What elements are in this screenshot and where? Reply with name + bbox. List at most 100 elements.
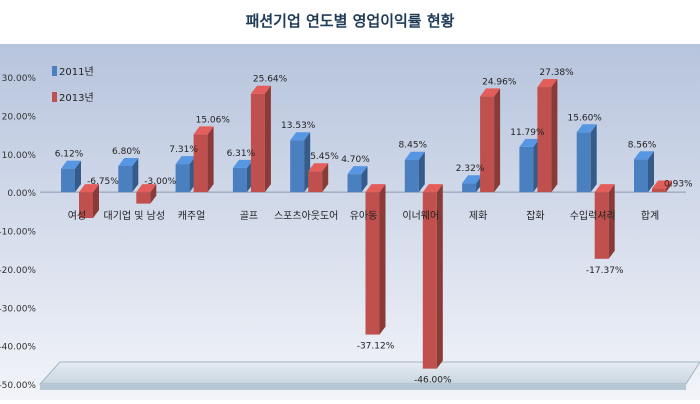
bar-2013-side — [608, 184, 615, 259]
bar-2013 — [480, 88, 501, 193]
plot-background — [0, 44, 700, 400]
bar-2011 — [347, 166, 368, 193]
data-label-2013: -6.75% — [87, 177, 119, 187]
bar-2011-front — [232, 167, 247, 193]
bar-2011 — [175, 156, 196, 193]
category-label: 대기업 및 남성 — [104, 209, 166, 222]
bar-2013-front — [652, 188, 666, 193]
bar-2011-front — [404, 159, 419, 193]
y-axis: 30.00% 20.00% 10.00% 0.00% -10.00% -20.00% -30… — [0, 74, 36, 391]
bar-2013-front — [308, 171, 323, 193]
data-label-2013: 27.38% — [539, 68, 574, 78]
bar-2011-side — [648, 151, 654, 193]
data-label-2013: 0.93% — [664, 180, 693, 190]
bar-2011-top — [290, 132, 311, 141]
bar-2011 — [519, 138, 540, 193]
legend-swatch-2013 — [52, 92, 57, 102]
bar-2011-top — [175, 156, 196, 165]
bar-2013 — [79, 184, 99, 219]
bar-2011-top — [347, 166, 368, 175]
data-label-2013: -17.37% — [586, 266, 624, 276]
bar-2011-side — [361, 166, 368, 193]
bar-2011 — [576, 124, 597, 193]
category-label: 수입럭셔리 — [570, 209, 616, 222]
bar-2013-side — [93, 184, 99, 219]
bar-2011 — [634, 151, 654, 193]
data-label-2013: 25.64% — [253, 75, 288, 85]
legend-swatch-2011 — [52, 66, 57, 76]
y-tick-label: -40.00% — [0, 343, 36, 353]
y-tick-label: -20.00% — [0, 266, 36, 276]
bar-2011-front — [519, 146, 534, 193]
chart-title: 패션기업 연도별 영업이익률 현황 — [246, 12, 455, 30]
bar-2013 — [594, 184, 615, 259]
bar-2011-top — [118, 158, 139, 167]
bar-2013-top — [422, 184, 443, 193]
bar-2013-side — [150, 184, 157, 204]
bar-2013-front — [594, 192, 609, 259]
bar-2013-top — [652, 180, 672, 189]
bar-2011-top — [576, 124, 597, 133]
bar-2011-top — [404, 151, 425, 160]
data-label-2011: 7.31% — [169, 145, 198, 155]
category-label: 스포츠아웃도어 — [274, 210, 338, 222]
legend-label-2011: 2011년 — [59, 66, 94, 78]
bar-2013-top — [79, 184, 99, 193]
bar-2013 — [193, 126, 214, 193]
bar-2013 — [250, 85, 271, 193]
data-label-2011: 6.31% — [227, 149, 256, 159]
chart-floor — [38, 361, 700, 390]
bar-2011 — [404, 151, 425, 193]
category-label: 골프 — [240, 210, 258, 222]
bar-2011-top — [462, 175, 483, 184]
bar-2013-side — [207, 126, 214, 193]
bar-2011-side — [590, 124, 597, 193]
bar-2013-side — [551, 79, 558, 193]
data-label-2011: 8.45% — [399, 141, 428, 151]
bar-2011-side — [132, 158, 139, 193]
bar-2011-front — [634, 159, 648, 193]
y-tick-label: -30.00% — [0, 304, 36, 314]
bar-2013-side — [494, 88, 501, 193]
floor-edge — [40, 384, 686, 390]
y-tick-label: 30.00% — [2, 74, 37, 84]
category-label: 잡화 — [526, 210, 544, 222]
y-tick-label: 20.00% — [2, 112, 37, 122]
bars-group — [61, 79, 672, 369]
data-label-2013: 5.45% — [310, 152, 339, 162]
bar-2011 — [61, 160, 81, 193]
bar-2011-side — [75, 160, 81, 193]
bar-2011-front — [118, 166, 133, 193]
bar-2013-side — [436, 184, 443, 369]
bar-2013-side — [666, 180, 672, 193]
y-tick-label: -50.00% — [0, 381, 36, 391]
data-labels: 6.12% -6.75% 6.80% -3.00% 7.31% 15.06% 6.31% 25… — [55, 68, 693, 386]
bar-2013 — [136, 184, 157, 204]
bar-2013-front — [193, 134, 208, 193]
data-label-2011: 4.70% — [341, 155, 370, 165]
bar-2013-front — [422, 192, 437, 369]
data-label-2011: 6.80% — [112, 147, 141, 157]
bar-2011-front — [175, 164, 190, 193]
bar-2011 — [118, 158, 139, 193]
bar-2013-side — [264, 85, 271, 193]
bar-2011-front — [462, 183, 477, 193]
data-label-2011: 8.56% — [628, 140, 657, 150]
data-label-2013: 24.96% — [482, 77, 517, 87]
bar-2011-side — [418, 151, 425, 193]
category-label: 여성 — [68, 210, 86, 222]
bar-2013-top — [594, 184, 615, 193]
data-label-2011: 6.12% — [55, 150, 84, 160]
bar-2011-front — [576, 132, 591, 193]
category-label: 이너웨어 — [402, 210, 439, 222]
bar-2013 — [422, 184, 443, 369]
y-tick-label: -10.00% — [0, 228, 36, 238]
bar-2013-top — [537, 79, 558, 88]
bar-2011-front — [347, 174, 362, 193]
bar-2013 — [308, 163, 329, 193]
bar-2013-top — [193, 126, 214, 135]
data-label-2011: 15.60% — [568, 113, 603, 123]
bar-2011-top — [519, 138, 540, 147]
